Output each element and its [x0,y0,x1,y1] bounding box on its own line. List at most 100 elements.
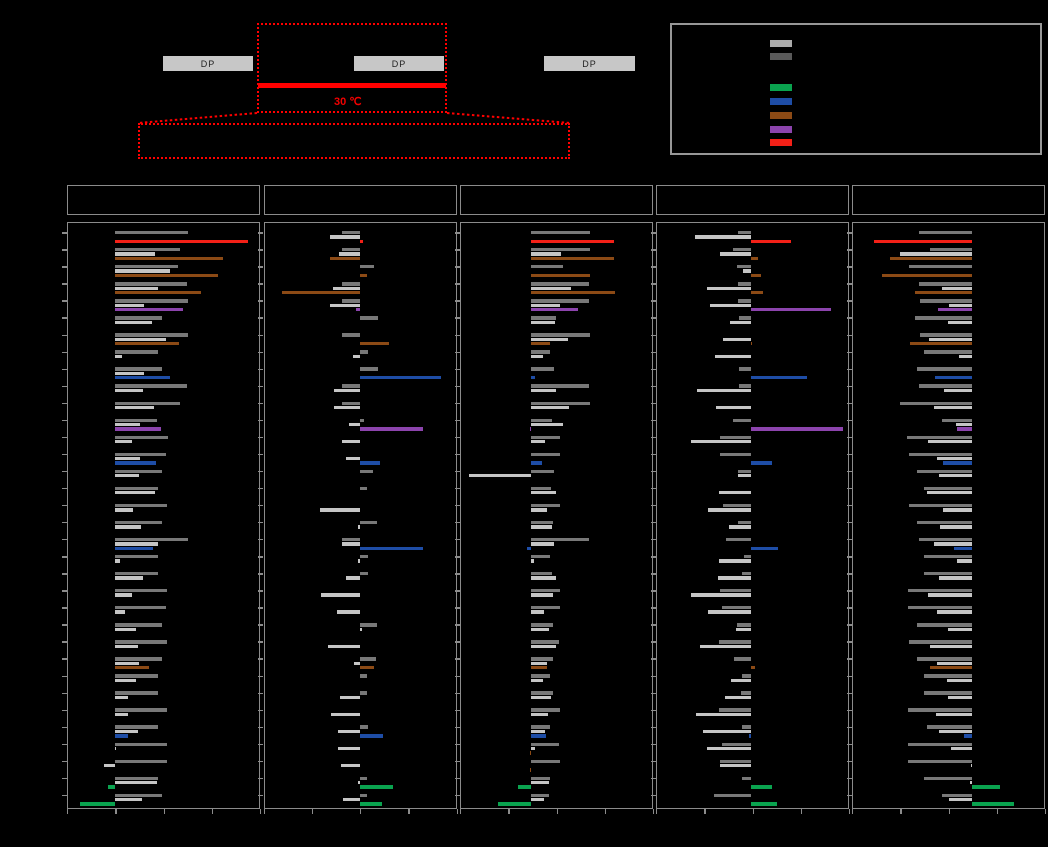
bar [919,537,972,542]
bar [909,503,972,508]
bar [531,746,535,751]
bar [359,554,368,559]
y-tick [650,334,656,336]
y-tick [454,470,460,473]
bar [900,252,972,256]
y-tick [650,266,656,268]
bar [959,354,972,359]
bar [531,354,543,359]
bar [115,376,170,380]
bar [531,610,544,614]
bar [930,665,972,670]
bar [919,231,972,235]
bar [909,452,972,457]
y-tick [846,351,852,353]
bar [723,337,751,342]
bar [942,286,972,290]
bar [917,367,972,371]
x-tick [260,809,262,814]
x-tick [163,809,165,814]
panel-box-2 [263,222,457,809]
y-tick [846,419,852,422]
bar [115,342,179,346]
y-tick [454,743,460,746]
y-tick [846,505,852,507]
y-tick [846,556,852,558]
bar [104,763,115,768]
y-tick [258,539,263,541]
bar [938,307,972,312]
bar [751,376,807,380]
y-tick [846,436,852,439]
bar [345,576,360,580]
bar [80,802,115,806]
bar [115,520,162,525]
bar [531,282,589,286]
y-tick [61,777,67,780]
bar [719,708,751,712]
panel-box-4 [656,222,849,809]
bar [359,691,367,695]
bar [937,661,972,665]
bar [115,401,180,405]
bar [341,542,360,546]
y-tick [61,692,67,694]
y-tick [650,351,656,353]
y-tick [454,624,460,626]
bar [115,798,142,802]
bar [939,576,972,580]
bar [359,367,378,371]
bar [720,452,751,457]
y-tick [650,368,656,370]
bar [751,342,752,346]
y-tick [61,556,67,558]
bar [919,384,972,388]
panel-header-1 [67,185,260,215]
bar [498,802,531,806]
y-tick [846,675,852,677]
dp-box-2: DP [354,56,444,71]
bar [115,435,168,439]
bar [917,657,972,661]
y-tick [61,760,67,763]
bar [531,384,589,388]
bar [359,265,374,269]
bar [115,780,157,785]
bar [115,350,158,354]
bar [531,627,549,631]
bar [115,290,201,295]
y-tick [61,300,67,302]
bar [531,486,551,491]
bar [341,537,360,542]
bar [917,469,972,474]
bar [718,576,751,580]
y-tick [258,334,263,336]
y-tick [454,539,460,541]
bar [469,474,531,478]
y-tick [846,743,852,746]
bar [531,401,590,405]
bar [115,418,157,422]
bar [115,537,188,542]
y-tick [650,470,656,473]
bar [531,265,563,269]
bar [907,435,972,439]
dp-label-3: DP [582,58,597,69]
bar [531,248,590,252]
bar [115,691,158,695]
y-tick [650,675,656,677]
bar [115,439,132,444]
bar [531,665,547,670]
y-tick [258,760,263,763]
y-tick [846,249,852,251]
bar [531,273,590,278]
y-tick [650,487,656,490]
y-tick [258,590,263,592]
bar [531,307,578,312]
y-tick [846,709,852,711]
y-tick [258,573,263,575]
bar [531,337,568,342]
x-tick [752,809,754,814]
bar [531,695,551,700]
y-tick [454,692,460,694]
